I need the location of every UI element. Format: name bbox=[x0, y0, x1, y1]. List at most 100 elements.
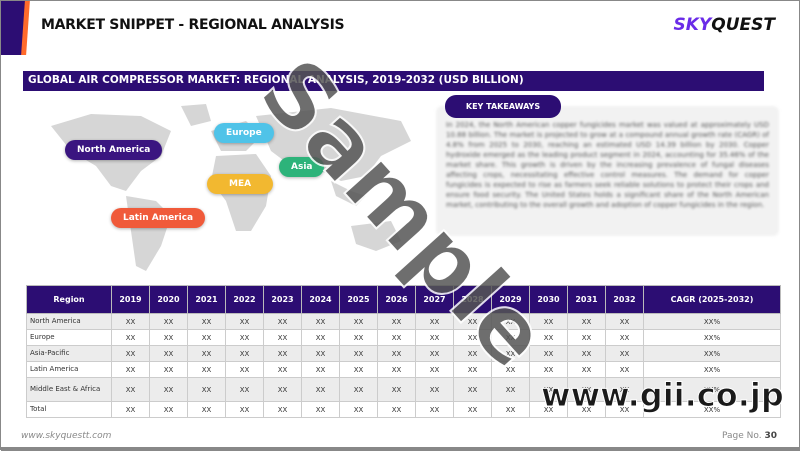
value-cell: XX% bbox=[643, 345, 781, 362]
region-cell: North America bbox=[26, 313, 112, 330]
value-cell: XX bbox=[567, 329, 606, 346]
value-cell: XX bbox=[529, 401, 568, 418]
value-cell: XX bbox=[491, 377, 530, 402]
value-cell: XX bbox=[415, 345, 454, 362]
value-cell: XX% bbox=[643, 313, 781, 330]
value-cell: XX bbox=[491, 329, 530, 346]
value-cell: XX% bbox=[643, 377, 781, 402]
value-cell: XX bbox=[415, 361, 454, 378]
value-cell: XX bbox=[529, 377, 568, 402]
value-cell: XX bbox=[377, 377, 416, 402]
value-cell: XX bbox=[605, 361, 644, 378]
value-cell: XX% bbox=[643, 329, 781, 346]
column-header: 2030 bbox=[529, 285, 568, 314]
column-header: 2027 bbox=[415, 285, 454, 314]
value-cell: XX bbox=[377, 345, 416, 362]
value-cell: XX bbox=[567, 313, 606, 330]
column-header: 2026 bbox=[377, 285, 416, 314]
region-cell: Middle East & Africa bbox=[26, 377, 112, 402]
value-cell: XX bbox=[605, 377, 644, 402]
value-cell: XX bbox=[415, 313, 454, 330]
table-row: Europe XX XX XX XX XX XX XX XX XX XX XX XX XX XX XX% bbox=[26, 329, 781, 346]
table-row: Total XX XX XX XX XX XX XX XX XX XX XX XX XX XX XX% bbox=[26, 401, 781, 418]
value-cell: XX bbox=[225, 401, 264, 418]
logo-quest: QUEST bbox=[711, 15, 775, 35]
value-cell: XX bbox=[453, 361, 492, 378]
section-subtitle: GLOBAL AIR COMPRESSOR MARKET: REGIONAL A… bbox=[23, 71, 764, 91]
value-cell: XX bbox=[149, 377, 188, 402]
table-row: Asia-Pacific XX XX XX XX XX XX XX XX XX XX XX XX XX XX… bbox=[26, 345, 781, 362]
value-cell: XX bbox=[187, 345, 226, 362]
value-cell: XX bbox=[415, 401, 454, 418]
value-cell: XX bbox=[111, 377, 150, 402]
value-cell: XX bbox=[301, 401, 340, 418]
value-cell: XX bbox=[149, 313, 188, 330]
value-cell: XX bbox=[263, 377, 302, 402]
value-cell: XX bbox=[187, 313, 226, 330]
map-label-north-america: North America bbox=[65, 140, 163, 160]
column-header: CAGR (2025-2032) bbox=[643, 285, 781, 314]
value-cell: XX bbox=[453, 329, 492, 346]
value-cell: XX bbox=[605, 345, 644, 362]
table-header-row: Region 2019 2020 2021 2022 2023 2024 2025 2026 20… bbox=[26, 285, 781, 314]
value-cell: XX bbox=[491, 313, 530, 330]
value-cell: XX bbox=[111, 361, 150, 378]
column-header: 2019 bbox=[111, 285, 150, 314]
column-header: 2032 bbox=[605, 285, 644, 314]
value-cell: XX bbox=[225, 377, 264, 402]
value-cell: XX bbox=[225, 361, 264, 378]
map-label-latin-america: Latin America bbox=[111, 208, 206, 228]
value-cell: XX bbox=[263, 313, 302, 330]
column-header: 2025 bbox=[339, 285, 378, 314]
key-takeaways-badge: KEY TAKEAWAYS bbox=[445, 95, 561, 118]
value-cell: XX bbox=[567, 361, 606, 378]
value-cell: XX bbox=[567, 377, 606, 402]
column-header: 2029 bbox=[491, 285, 530, 314]
value-cell: XX bbox=[263, 401, 302, 418]
value-cell: XX bbox=[301, 361, 340, 378]
region-cell: Europe bbox=[26, 329, 112, 346]
region-cell: Latin America bbox=[26, 361, 112, 378]
page-value: 30 bbox=[764, 431, 777, 441]
page-title: MARKET SNIPPET - REGIONAL ANALYSIS bbox=[41, 17, 345, 33]
value-cell: XX bbox=[301, 329, 340, 346]
value-cell: XX bbox=[567, 345, 606, 362]
regional-table: Region 2019 2020 2021 2022 2023 2024 2025 2026 20… bbox=[26, 285, 781, 418]
table-row: North America XX XX XX XX XX XX XX XX XX XX XX XX XX X… bbox=[26, 313, 781, 330]
value-cell: XX bbox=[415, 377, 454, 402]
value-cell: XX bbox=[149, 345, 188, 362]
column-header: 2024 bbox=[301, 285, 340, 314]
value-cell: XX bbox=[491, 345, 530, 362]
value-cell: XX bbox=[301, 377, 340, 402]
value-cell: XX bbox=[377, 313, 416, 330]
value-cell: XX bbox=[149, 329, 188, 346]
page-label: Page No. bbox=[722, 431, 762, 441]
column-header: 2020 bbox=[149, 285, 188, 314]
value-cell: XX bbox=[377, 329, 416, 346]
value-cell: XX% bbox=[643, 401, 781, 418]
map-label-europe: Europe bbox=[214, 123, 274, 143]
value-cell: XX bbox=[377, 361, 416, 378]
column-header: 2028 bbox=[453, 285, 492, 314]
value-cell: XX bbox=[225, 345, 264, 362]
key-takeaways-text: In 2024, the North American copper fungi… bbox=[436, 106, 779, 236]
value-cell: XX bbox=[111, 329, 150, 346]
value-cell: XX bbox=[453, 345, 492, 362]
table-row: Middle East & Africa XX XX XX XX XX XX XX XX XX XX… bbox=[26, 377, 781, 402]
region-cell: Total bbox=[26, 401, 112, 418]
value-cell: XX bbox=[529, 329, 568, 346]
column-header: 2031 bbox=[567, 285, 606, 314]
value-cell: XX bbox=[453, 313, 492, 330]
value-cell: XX bbox=[263, 345, 302, 362]
value-cell: XX bbox=[149, 401, 188, 418]
map-label-mea: MEA bbox=[207, 174, 274, 194]
value-cell: XX bbox=[453, 401, 492, 418]
value-cell: XX bbox=[605, 329, 644, 346]
column-header: 2021 bbox=[187, 285, 226, 314]
value-cell: XX bbox=[187, 361, 226, 378]
value-cell: XX bbox=[263, 329, 302, 346]
value-cell: XX bbox=[339, 361, 378, 378]
header-accent-bar bbox=[1, 1, 25, 55]
value-cell: XX bbox=[491, 401, 530, 418]
logo-sky: SKY bbox=[673, 15, 712, 35]
